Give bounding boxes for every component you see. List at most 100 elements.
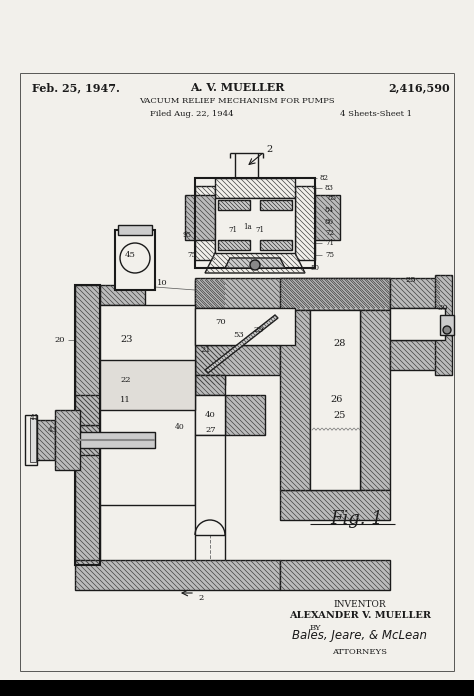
Text: 85: 85: [328, 194, 337, 202]
Text: Bales, Jeare, & McLean: Bales, Jeare, & McLean: [292, 629, 428, 642]
Polygon shape: [280, 310, 310, 490]
Bar: [100, 305, 195, 505]
Text: 2,416,590: 2,416,590: [388, 82, 450, 93]
Bar: [75, 285, 100, 565]
Text: 70: 70: [215, 318, 226, 326]
Polygon shape: [280, 560, 390, 590]
Polygon shape: [260, 200, 292, 210]
Bar: [115, 230, 155, 290]
Text: 75: 75: [187, 251, 196, 259]
Bar: [100, 360, 195, 410]
Polygon shape: [55, 410, 80, 470]
Text: Fig. 1: Fig. 1: [330, 510, 383, 528]
Text: 53: 53: [233, 331, 244, 339]
Polygon shape: [75, 425, 155, 455]
Polygon shape: [315, 195, 340, 240]
Bar: [195, 178, 315, 268]
Polygon shape: [100, 285, 145, 305]
Bar: [35, 432, 155, 448]
Bar: [30, 418, 36, 462]
Polygon shape: [75, 285, 100, 565]
Polygon shape: [218, 240, 250, 250]
Bar: [0, 680, 474, 696]
Text: 1a: 1a: [243, 223, 252, 231]
Polygon shape: [225, 395, 265, 435]
Text: 40: 40: [175, 423, 185, 431]
Text: 75: 75: [325, 251, 334, 259]
Bar: [310, 310, 360, 490]
Polygon shape: [205, 253, 305, 273]
Bar: [195, 395, 225, 435]
Polygon shape: [390, 340, 440, 370]
Text: VACUUM RELIEF MECHANISM FOR PUMPS: VACUUM RELIEF MECHANISM FOR PUMPS: [139, 97, 335, 105]
Text: INVENTOR: INVENTOR: [334, 600, 386, 609]
Text: 25: 25: [405, 276, 416, 284]
Bar: [390, 308, 445, 340]
Text: 95: 95: [183, 231, 192, 239]
Bar: [195, 308, 295, 345]
Text: 45: 45: [125, 251, 136, 259]
Polygon shape: [205, 315, 278, 373]
Text: 41: 41: [30, 414, 40, 422]
Text: 29: 29: [253, 326, 264, 334]
Bar: [215, 198, 295, 253]
Polygon shape: [390, 278, 440, 308]
Text: 43: 43: [48, 426, 58, 434]
Polygon shape: [195, 280, 225, 385]
Text: 80: 80: [325, 218, 334, 226]
Text: A. V. MUELLER: A. V. MUELLER: [190, 82, 284, 93]
Text: 4 Sheets-Sheet 1: 4 Sheets-Sheet 1: [340, 110, 412, 118]
Text: 72: 72: [325, 229, 334, 237]
Polygon shape: [435, 275, 452, 375]
Bar: [118, 225, 152, 235]
Text: 71: 71: [228, 226, 237, 234]
Bar: [25, 415, 37, 465]
Text: 25: 25: [333, 411, 346, 420]
Polygon shape: [195, 278, 390, 308]
Text: 82: 82: [320, 174, 329, 182]
Text: 30: 30: [437, 304, 447, 312]
Text: ALEXANDER V. MUELLER: ALEXANDER V. MUELLER: [289, 611, 431, 620]
Polygon shape: [218, 200, 250, 210]
Text: 20: 20: [55, 336, 65, 344]
Polygon shape: [75, 395, 155, 425]
Text: 22: 22: [120, 376, 130, 384]
Polygon shape: [195, 345, 280, 375]
Text: 71: 71: [255, 226, 264, 234]
Text: 11: 11: [120, 396, 131, 404]
Text: 23: 23: [120, 335, 133, 345]
Polygon shape: [295, 186, 315, 260]
Polygon shape: [280, 278, 390, 310]
Polygon shape: [195, 186, 215, 260]
Text: 28: 28: [333, 338, 346, 347]
Polygon shape: [360, 310, 390, 490]
Polygon shape: [35, 420, 55, 460]
Text: 84: 84: [325, 206, 334, 214]
Text: 21: 21: [200, 346, 210, 354]
Polygon shape: [225, 258, 285, 268]
Circle shape: [120, 243, 150, 273]
Polygon shape: [185, 195, 215, 240]
Circle shape: [443, 326, 451, 334]
Polygon shape: [280, 490, 390, 520]
Circle shape: [250, 260, 260, 270]
Text: 2: 2: [198, 594, 203, 602]
Bar: [440, 315, 454, 335]
Text: BY: BY: [310, 624, 322, 632]
Polygon shape: [195, 375, 225, 395]
Text: 71: 71: [325, 239, 334, 247]
Text: Filed Aug. 22, 1944: Filed Aug. 22, 1944: [150, 110, 234, 118]
Text: 2: 2: [266, 145, 272, 154]
Text: 50: 50: [310, 264, 319, 272]
Bar: [195, 435, 225, 535]
Text: 10: 10: [157, 279, 168, 287]
Polygon shape: [260, 240, 292, 250]
Polygon shape: [155, 395, 195, 435]
Text: 26: 26: [330, 395, 342, 404]
Text: Feb. 25, 1947.: Feb. 25, 1947.: [32, 82, 120, 93]
Polygon shape: [75, 560, 280, 590]
Text: 40: 40: [205, 411, 216, 419]
Text: 83: 83: [325, 184, 334, 192]
Text: ATTORNEYS: ATTORNEYS: [332, 648, 388, 656]
Text: 27: 27: [205, 426, 216, 434]
